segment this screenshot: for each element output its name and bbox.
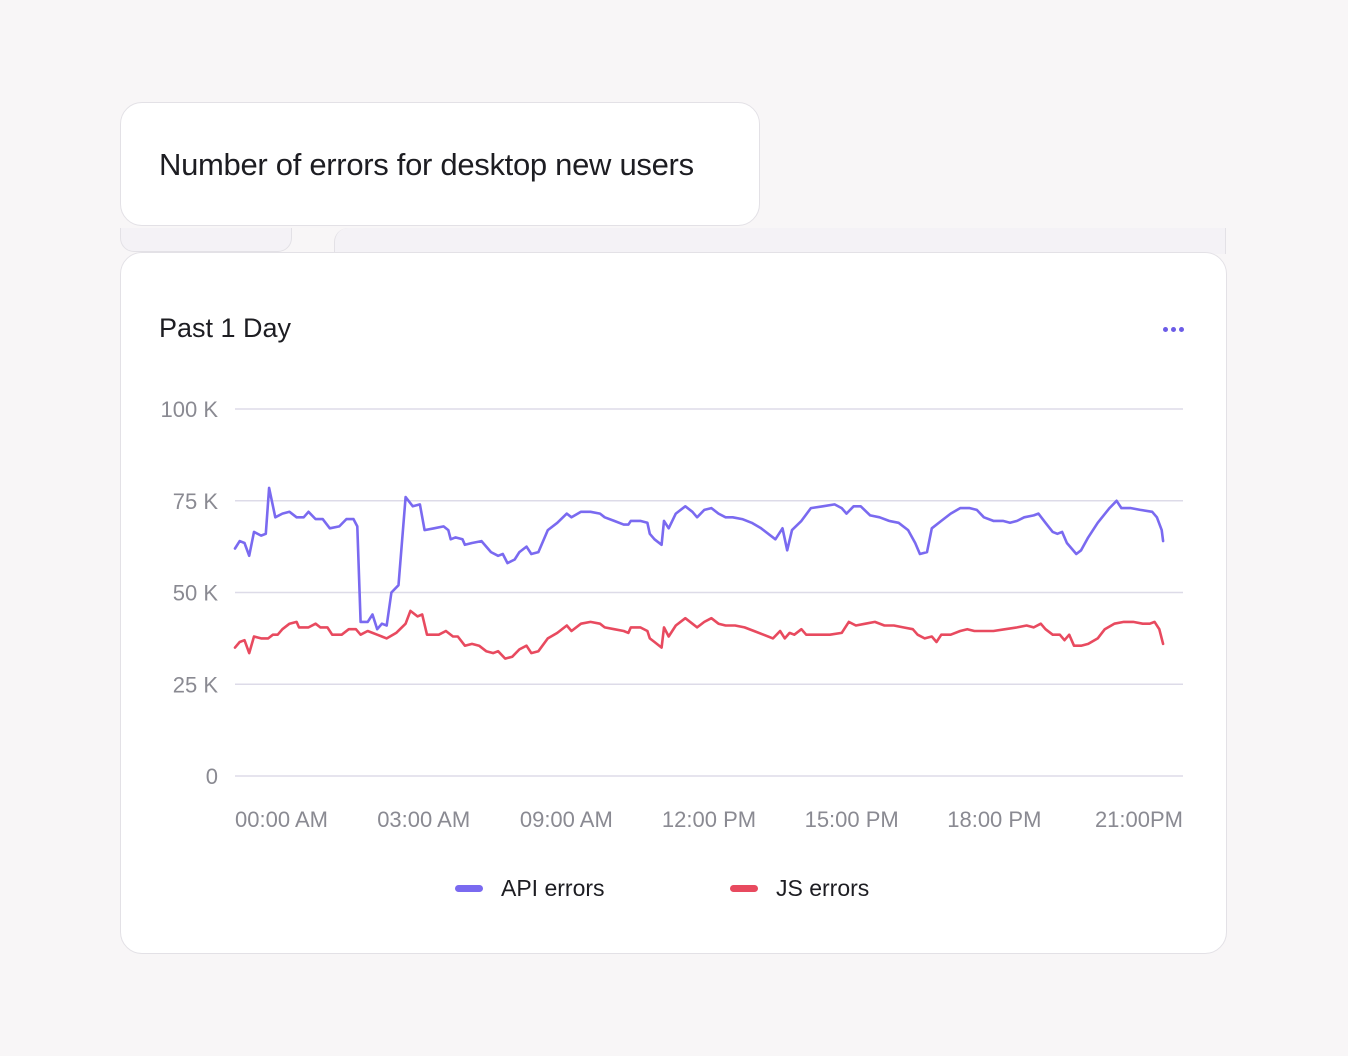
chart-legend: API errors JS errors bbox=[121, 875, 1226, 911]
x-tick-label: 12:00 PM bbox=[662, 807, 756, 832]
x-tick-label: 21:00PM bbox=[1095, 807, 1183, 832]
legend-label-js: JS errors bbox=[776, 875, 870, 901]
x-tick-label: 00:00 AM bbox=[235, 807, 328, 832]
legend-swatch-api bbox=[455, 885, 483, 892]
card-connector-left bbox=[120, 228, 292, 252]
y-tick-label: 75 K bbox=[173, 489, 219, 514]
time-range-label: Past 1 Day bbox=[159, 313, 292, 343]
chart-card: Past 1 Day 0 25 K 50 K 75 K 100 K 00:00 AM 03:… bbox=[120, 252, 1227, 954]
legend-swatch-js bbox=[730, 885, 758, 892]
series-line-api-errors bbox=[233, 486, 1165, 631]
line-chart: 0 25 K 50 K 75 K 100 K 00:00 AM 03:00 AM 09:00 … bbox=[161, 397, 1183, 832]
y-tick-label: 100 K bbox=[161, 397, 219, 422]
ellipsis-icon bbox=[1161, 326, 1185, 332]
legend-item-js[interactable]: JS errors bbox=[730, 875, 869, 902]
x-tick-label: 15:00 PM bbox=[805, 807, 899, 832]
more-options-button[interactable] bbox=[1153, 315, 1193, 343]
y-tick-label: 25 K bbox=[173, 672, 219, 697]
y-tick-label: 0 bbox=[206, 764, 218, 789]
chart-title: Number of errors for desktop new users bbox=[159, 147, 694, 182]
series-line-js-errors bbox=[233, 609, 1165, 660]
x-tick-label: 03:00 AM bbox=[377, 807, 470, 832]
x-tick-label: 18:00 PM bbox=[947, 807, 1041, 832]
chart-title-card: Number of errors for desktop new users bbox=[120, 102, 760, 226]
x-tick-label: 09:00 AM bbox=[520, 807, 613, 832]
y-tick-label: 50 K bbox=[173, 581, 219, 606]
legend-item-api[interactable]: API errors bbox=[455, 875, 605, 902]
legend-label-api: API errors bbox=[501, 875, 605, 901]
card-connector-right bbox=[334, 228, 1226, 254]
